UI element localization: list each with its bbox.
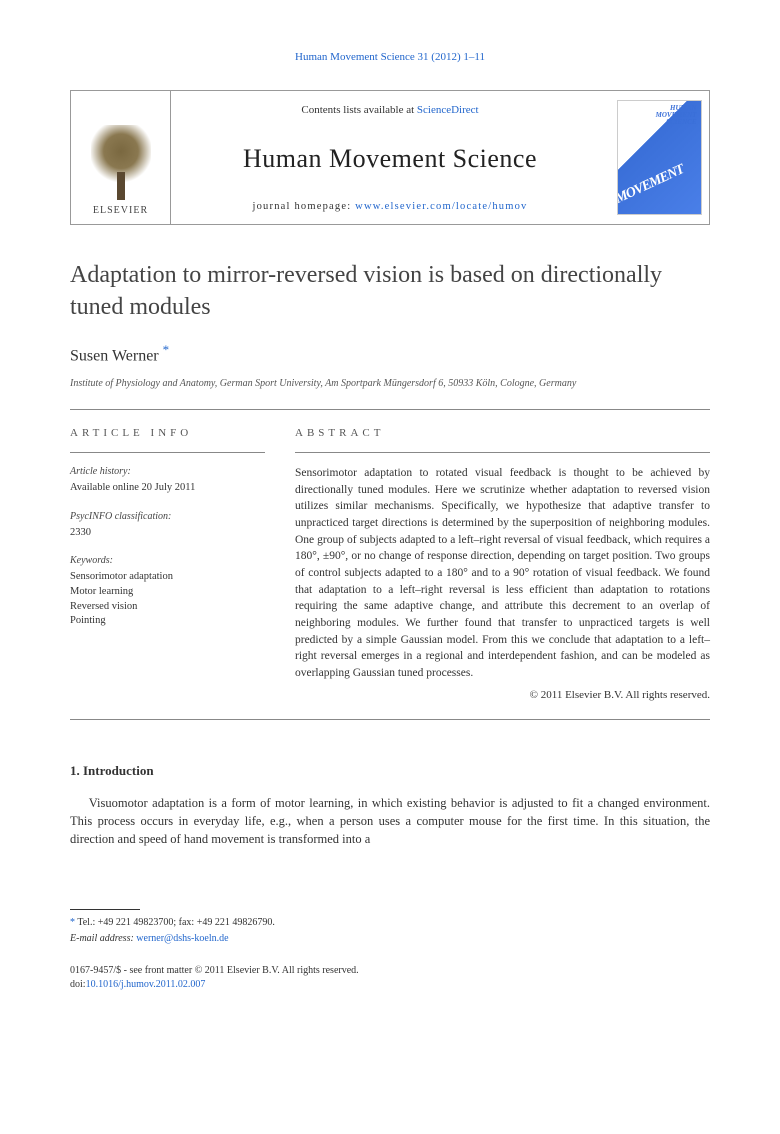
keyword-item: Pointing	[70, 614, 265, 629]
journal-reference: Human Movement Science 31 (2012) 1–11	[70, 50, 710, 65]
psycinfo-value: 2330	[70, 526, 265, 541]
contents-line: Contents lists available at ScienceDirec…	[185, 103, 595, 118]
journal-cover-icon	[617, 100, 702, 215]
divider	[70, 409, 710, 410]
article-title: Adaptation to mirror-reversed vision is …	[70, 260, 710, 322]
footnotes: * Tel.: +49 221 49823700; fax: +49 221 4…	[70, 909, 710, 946]
corresponding-marker-link[interactable]: *	[163, 342, 170, 357]
homepage-link[interactable]: www.elsevier.com/locate/humov	[355, 201, 527, 212]
journal-title: Human Movement Science	[185, 141, 595, 177]
abstract-copyright: © 2011 Elsevier B.V. All rights reserved…	[295, 688, 710, 703]
abstract-text: Sensorimotor adaptation to rotated visua…	[295, 465, 710, 682]
footnote-rule	[70, 909, 140, 910]
keyword-item: Motor learning	[70, 585, 265, 600]
abstract-column: ABSTRACT Sensorimotor adaptation to rota…	[295, 426, 710, 703]
masthead: ELSEVIER Contents lists available at Sci…	[70, 90, 710, 225]
publisher-block: ELSEVIER	[71, 91, 171, 224]
psycinfo-label: PsycINFO classification:	[70, 510, 265, 524]
issn-line: 0167-9457/$ - see front matter © 2011 El…	[70, 964, 710, 978]
keyword-item: Reversed vision	[70, 600, 265, 615]
homepage-line: journal homepage: www.elsevier.com/locat…	[185, 200, 595, 215]
doi-line: doi:10.1016/j.humov.2011.02.007	[70, 978, 710, 992]
keywords-list: Sensorimotor adaptation Motor learning R…	[70, 570, 265, 629]
cover-block	[609, 91, 709, 224]
body-paragraph: Visuomotor adaptation is a form of motor…	[70, 794, 710, 848]
author-name: Susen Werner	[70, 347, 159, 364]
elsevier-tree-icon	[91, 125, 151, 200]
masthead-center: Contents lists available at ScienceDirec…	[171, 91, 609, 224]
publisher-label: ELSEVIER	[93, 204, 148, 218]
email-link[interactable]: werner@dshs-koeln.de	[136, 933, 228, 944]
doi-label: doi:	[70, 979, 86, 990]
contents-prefix: Contents lists available at	[301, 104, 416, 116]
section-heading: 1. Introduction	[70, 762, 710, 780]
journal-reference-link[interactable]: Human Movement Science 31 (2012) 1–11	[295, 51, 485, 63]
history-value: Available online 20 July 2011	[70, 481, 265, 496]
doi-link[interactable]: 10.1016/j.humov.2011.02.007	[86, 979, 206, 990]
article-info-column: ARTICLE INFO Article history: Available …	[70, 426, 265, 703]
affiliation: Institute of Physiology and Anatomy, Ger…	[70, 377, 710, 391]
article-info-heading: ARTICLE INFO	[70, 426, 265, 452]
homepage-prefix: journal homepage:	[252, 201, 355, 212]
footer-block: 0167-9457/$ - see front matter © 2011 El…	[70, 964, 710, 992]
author-line: Susen Werner *	[70, 341, 710, 368]
divider	[70, 719, 710, 720]
keywords-label: Keywords:	[70, 554, 265, 568]
email-label: E-mail address:	[70, 933, 136, 944]
corresponding-footnote: * Tel.: +49 221 49823700; fax: +49 221 4…	[70, 916, 710, 930]
email-footnote: E-mail address: werner@dshs-koeln.de	[70, 932, 710, 946]
abstract-heading: ABSTRACT	[295, 426, 710, 452]
sciencedirect-link[interactable]: ScienceDirect	[417, 104, 479, 116]
keyword-item: Sensorimotor adaptation	[70, 570, 265, 585]
footnote-text: Tel.: +49 221 49823700; fax: +49 221 498…	[75, 917, 275, 928]
history-label: Article history:	[70, 465, 265, 479]
